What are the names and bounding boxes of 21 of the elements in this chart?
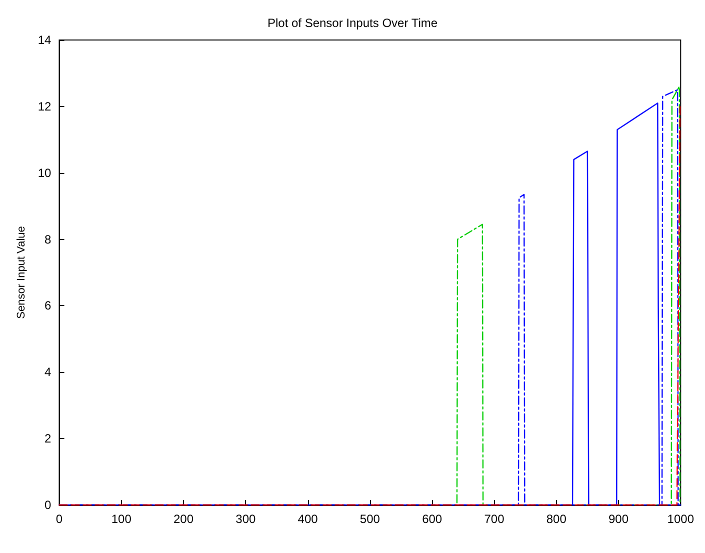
x-tick-label: 1000 — [667, 512, 694, 526]
x-tick-label: 100 — [111, 512, 132, 526]
x-tick-label: 0 — [56, 512, 63, 526]
y-tick-label: 14 — [38, 33, 52, 47]
y-tick-label: 10 — [38, 166, 52, 180]
x-tick-label: 300 — [236, 512, 256, 526]
y-tick-label: 8 — [44, 232, 52, 246]
x-tick-label: 700 — [484, 512, 505, 526]
y-tick-label: 4 — [44, 365, 52, 380]
y-tick-label: 2 — [44, 432, 52, 446]
x-tick-label: 800 — [546, 512, 567, 526]
y-tick-label: 12 — [38, 99, 52, 114]
x-tick-label: 200 — [174, 512, 194, 526]
y-axis-title: Sensor Input Value — [16, 226, 28, 319]
x-tick-label: 400 — [298, 512, 318, 526]
chart-title: Plot of Sensor Inputs Over Time — [267, 16, 438, 30]
y-tick-label: 0 — [44, 498, 52, 512]
x-tick-label: 600 — [422, 512, 442, 526]
x-tick-label: 900 — [608, 512, 629, 526]
x-tick-label: 500 — [360, 512, 380, 526]
y-tick-label: 6 — [44, 298, 52, 313]
